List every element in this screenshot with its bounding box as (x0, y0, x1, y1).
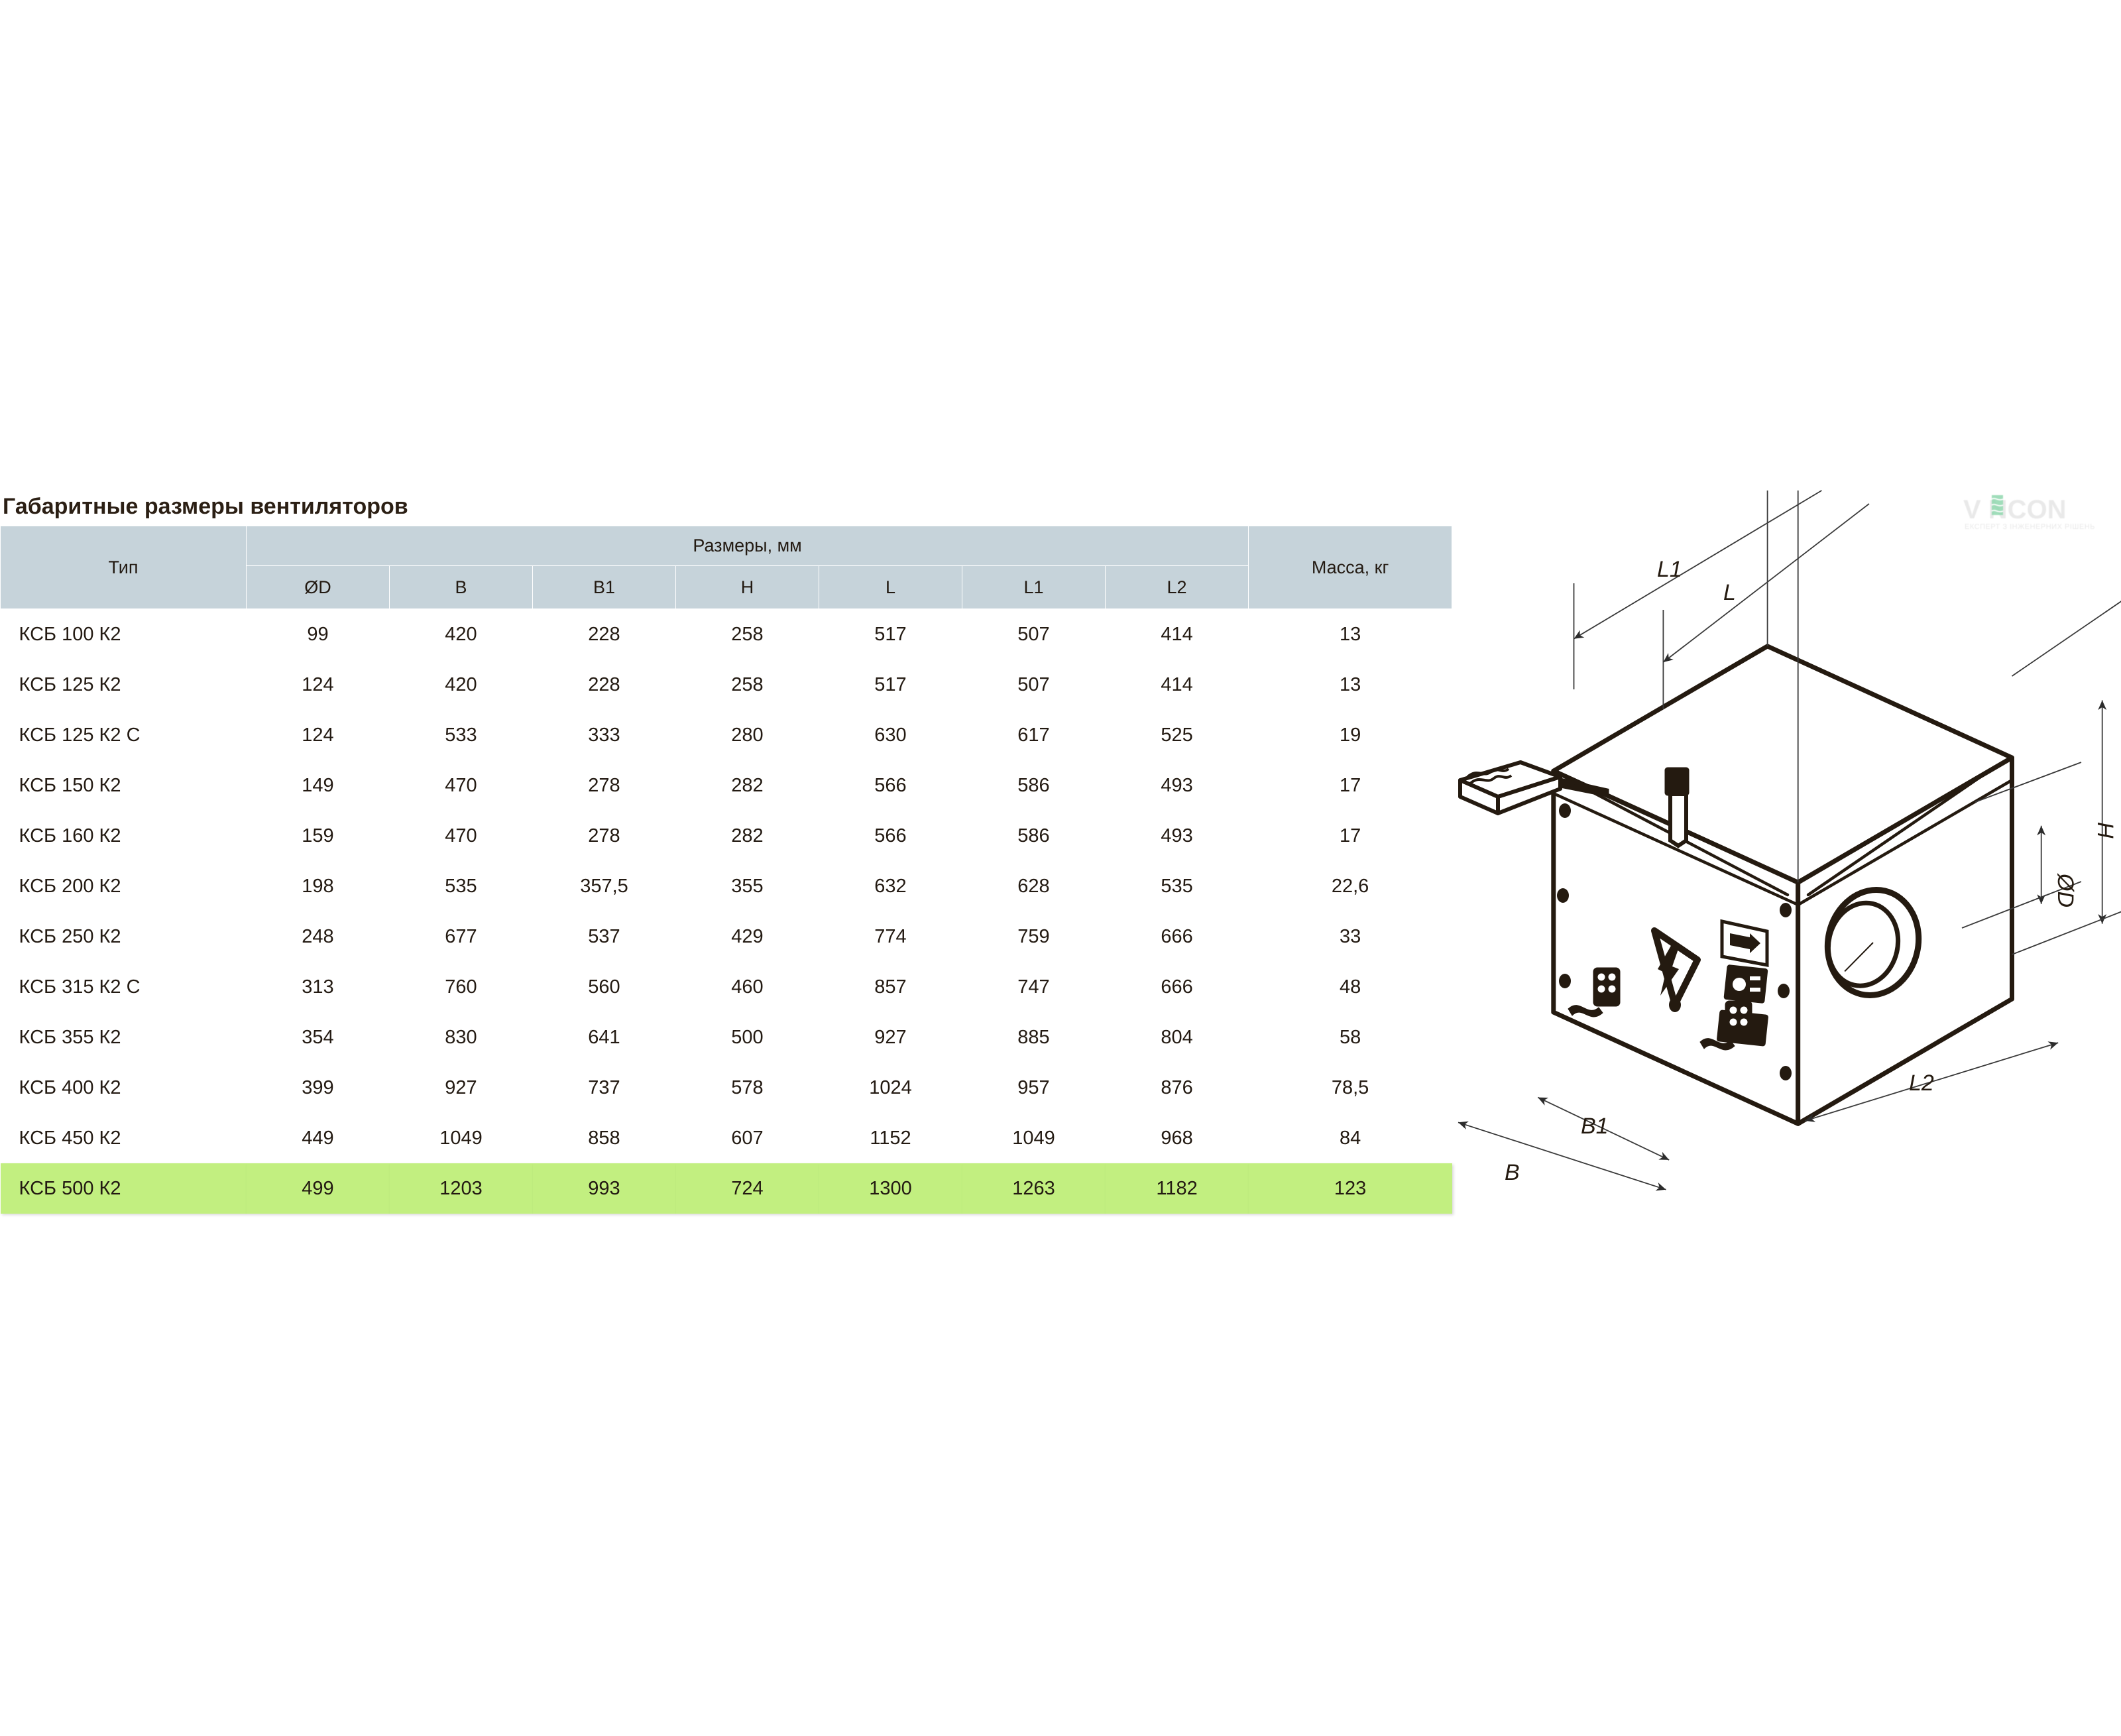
svg-text:H: H (2092, 822, 2118, 839)
svg-text:B1: B1 (1581, 1114, 1609, 1139)
svg-text:L: L (1723, 580, 1736, 605)
svg-text:ØD: ØD (2053, 873, 2078, 907)
svg-text:B: B (1505, 1160, 1520, 1185)
svg-text:L1: L1 (1657, 557, 1682, 582)
svg-text:L2: L2 (1909, 1071, 1934, 1096)
